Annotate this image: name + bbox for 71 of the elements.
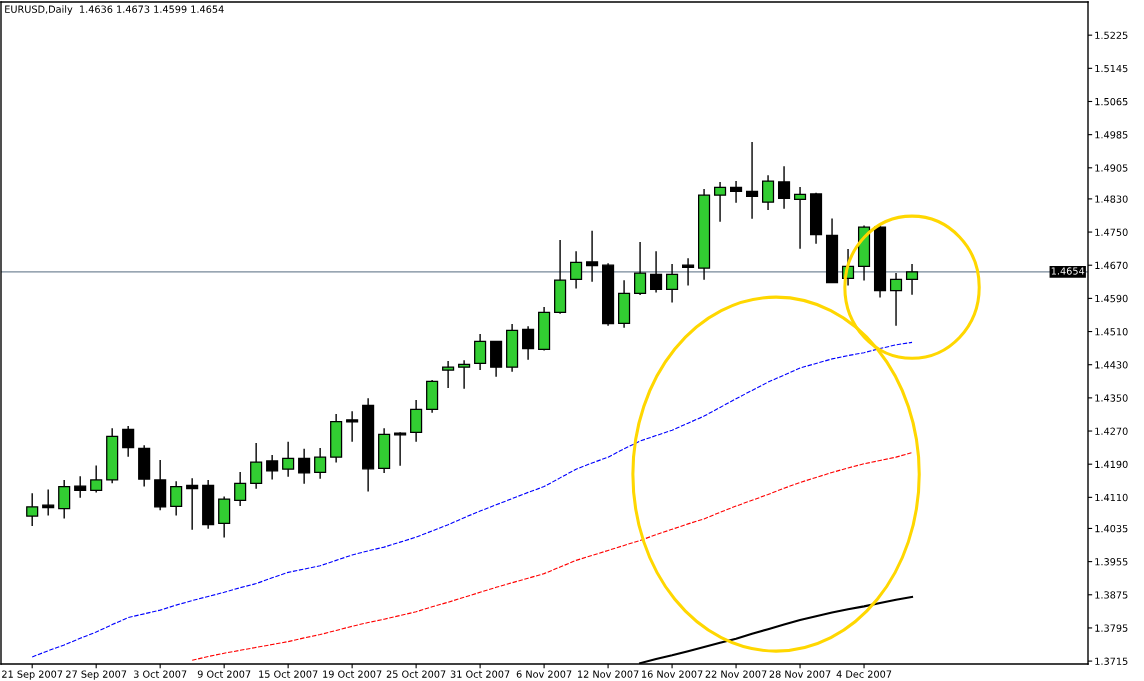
candlestick xyxy=(170,480,183,517)
y-tick-label: 1.4750 xyxy=(1095,228,1128,236)
y-tick-label: 1.4670 xyxy=(1095,261,1128,270)
candlestick xyxy=(90,464,103,494)
candlestick xyxy=(793,186,807,250)
x-tick-label: 28 Nov 2007 xyxy=(769,670,831,678)
chart-title: EURUSD,Daily 1.4636 1.4673 1.4599 1.4654 xyxy=(5,5,224,15)
candlestick xyxy=(74,475,87,499)
x-tick-label: 22 Nov 2007 xyxy=(705,670,767,678)
y-tick-label: 1.4035 xyxy=(1095,524,1128,533)
candlestick xyxy=(58,479,71,520)
y-tick-label: 1.4830 xyxy=(1095,195,1128,203)
y-tick-label: 1.4430 xyxy=(1095,361,1128,369)
candlestick xyxy=(570,250,583,290)
candlestick xyxy=(666,263,679,304)
candlestick xyxy=(442,360,455,389)
y-tick-label: 1.4110 xyxy=(1095,493,1128,502)
candlestick xyxy=(745,141,759,220)
line-series xyxy=(31,341,913,658)
y-tick-label: 1.3955 xyxy=(1095,558,1128,566)
candlestick xyxy=(522,325,535,361)
candlestick xyxy=(298,448,311,485)
x-tick-label: 31 Oct 2007 xyxy=(450,670,510,678)
candlestick xyxy=(282,441,295,478)
x-tick-label: 27 Sep 2007 xyxy=(66,670,127,680)
y-tick-label: 1.3715 xyxy=(1095,657,1128,665)
x-tick-label: 6 Nov 2007 xyxy=(516,670,572,678)
y-tick-label: 1.4590 xyxy=(1095,294,1128,303)
y-tick-label: 1.4350 xyxy=(1095,394,1128,402)
candlestick xyxy=(761,174,775,211)
candlestick xyxy=(777,165,791,210)
candlestick xyxy=(314,447,327,480)
y-tick-label: 1.4510 xyxy=(1095,328,1128,336)
x-tick-label: 9 Oct 2007 xyxy=(197,670,251,678)
y-tick-label: 1.5225 xyxy=(1095,31,1128,39)
y-tick-label: 1.5145 xyxy=(1095,64,1128,73)
candlestick xyxy=(650,250,663,294)
candlestick xyxy=(730,180,743,204)
line-series xyxy=(191,452,913,661)
x-tick-label: 21 Sep 2007 xyxy=(2,670,63,680)
candlestick xyxy=(586,230,599,283)
ref-line-label: 1.4654 xyxy=(1051,267,1085,275)
x-tick-label: 12 Nov 2007 xyxy=(578,670,639,678)
candlestick xyxy=(122,425,135,458)
y-tick-label: 1.4985 xyxy=(1095,131,1128,139)
candlestick xyxy=(905,263,919,296)
candlestick xyxy=(234,471,247,507)
y-tick-label: 1.5065 xyxy=(1095,97,1128,106)
y-tick-label: 1.3795 xyxy=(1095,624,1128,632)
candlestick xyxy=(394,431,407,467)
x-tick-label: 19 Oct 2007 xyxy=(323,670,382,678)
x-tick-label: 15 Oct 2007 xyxy=(259,670,318,678)
x-tick-label: 16 Nov 2007 xyxy=(642,670,703,678)
x-tick-label: 3 Oct 2007 xyxy=(133,670,187,678)
candlestick xyxy=(346,410,359,443)
y-tick-label: 1.3875 xyxy=(1095,591,1128,599)
candlestick xyxy=(266,454,279,481)
candlestick xyxy=(474,333,487,371)
candlestick xyxy=(682,257,695,287)
y-tick-label: 1.4190 xyxy=(1095,460,1128,469)
candlestick xyxy=(458,359,471,390)
candlestick xyxy=(26,492,39,527)
candlestick xyxy=(889,272,903,327)
candlestick xyxy=(250,442,263,490)
x-tick-label: 25 Oct 2007 xyxy=(386,670,446,678)
candlestick xyxy=(410,399,423,443)
candlestick xyxy=(714,181,727,223)
y-tick-label: 1.4270 xyxy=(1095,427,1128,435)
candlestick xyxy=(634,241,647,296)
x-tick-label: 4 Dec 2007 xyxy=(836,670,892,678)
y-tick-label: 1.4905 xyxy=(1095,164,1128,172)
